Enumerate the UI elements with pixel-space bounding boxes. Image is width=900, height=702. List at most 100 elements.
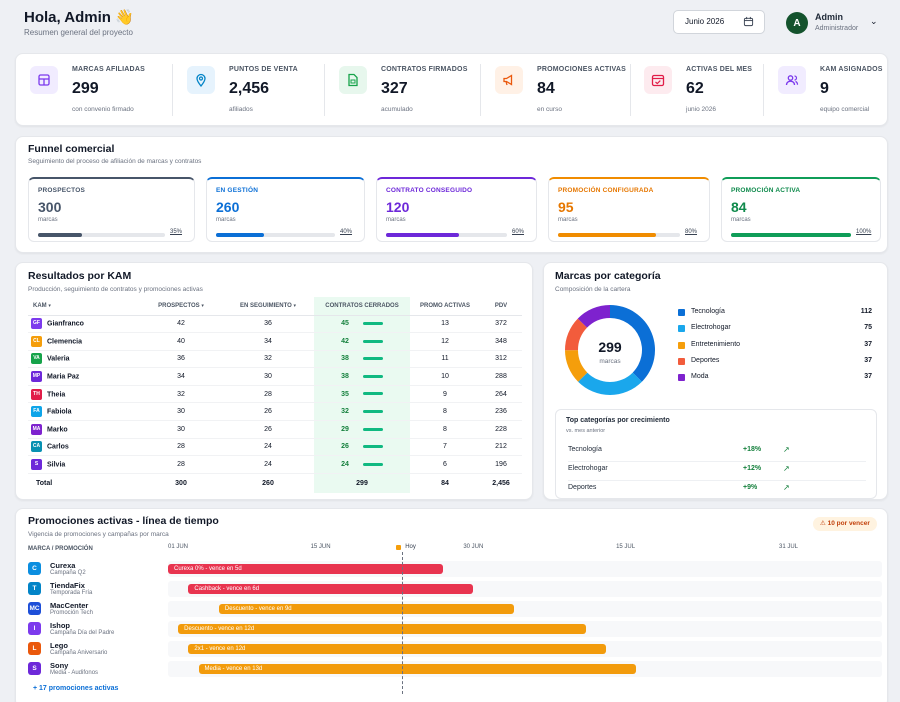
contratos-bar <box>362 445 383 449</box>
promo-cell: 13 <box>410 315 480 334</box>
kam-badge: MP <box>31 371 42 383</box>
pdv-cell: 228 <box>480 420 522 439</box>
promotion-bar[interactable]: Cashback - vence en 6d <box>188 584 474 594</box>
col-header-contratos[interactable]: CONTRATOS CERRADOS <box>314 297 410 316</box>
brand-name[interactable]: Sony <box>50 661 69 670</box>
brand-name[interactable]: Lego <box>50 641 68 650</box>
brand-name[interactable]: Ishop <box>50 621 70 630</box>
brand-name[interactable]: MacCenter <box>50 601 89 610</box>
col-header-seguimiento[interactable]: EN SEGUIMIENTO ▾ <box>222 297 314 316</box>
funnel-stage-promoción-activa[interactable]: PROMOCIÓN ACTIVA 84 marcas 100% <box>721 177 881 242</box>
brand-campaign: Campaña Aniversario <box>50 650 108 656</box>
prospectos-cell: 42 <box>140 315 222 334</box>
table-row[interactable]: VA Valeria 36 32 38 11 312 <box>28 350 522 369</box>
promo-cell: 6 <box>410 455 480 474</box>
funnel-subtitle: Seguimiento del proceso de afiliación de… <box>28 158 202 165</box>
stage-progress-fill <box>216 233 264 237</box>
legend-item[interactable]: Tecnología 112 <box>678 308 872 318</box>
promotion-bar[interactable]: Media - vence en 13d <box>198 664 637 674</box>
kpi-kam-asignados[interactable]: KAM ASIGNADOS 9 equipo comercial <box>778 64 900 116</box>
kpi-puntos-de-venta[interactable]: PUNTOS DE VENTA 2,456 afiliados <box>187 64 327 116</box>
legend-item[interactable]: Electrohogar 75 <box>678 324 872 334</box>
kam-name: Fabiola <box>47 408 72 416</box>
kpi-divider <box>763 64 764 116</box>
legend-item[interactable]: Deportes 37 <box>678 357 872 367</box>
kpi-promociones-activas[interactable]: PROMOCIONES ACTIVAS 84 en curso <box>495 64 635 116</box>
pdv-cell: 212 <box>480 438 522 457</box>
chevron-down-icon[interactable]: ⌄ <box>870 16 878 26</box>
stage-progress-track <box>386 233 507 237</box>
col-header-prospectos[interactable]: PROSPECTOS ▾ <box>140 297 222 316</box>
funnel-stage-en-gestión[interactable]: EN GESTIÓN 260 marcas 40% <box>206 177 365 242</box>
prospectos-cell: 30 <box>140 402 222 422</box>
stage-percent: 80% <box>685 229 698 235</box>
kpi-divider <box>480 64 481 116</box>
donut-slice-tecnología[interactable] <box>610 305 655 382</box>
stage-progress-fill <box>731 233 851 237</box>
table-row[interactable]: CA Carlos 28 24 26 7 212 <box>28 438 522 457</box>
legend-item[interactable]: Moda 37 <box>678 373 872 383</box>
brand-badge: L <box>28 642 41 655</box>
contratos-cell: 26 <box>314 438 410 457</box>
legend-item[interactable]: Entretenimiento 37 <box>678 341 872 351</box>
trend-up-icon: ↗ <box>783 445 790 454</box>
kam-name: Maria Paz <box>47 373 80 381</box>
stage-progress-track <box>38 233 165 237</box>
more-promotions-link[interactable]: + 17 promociones activas <box>33 685 119 692</box>
brand-campaign: Temporada Fría <box>50 590 93 596</box>
funnel-stage-promoción-configurada[interactable]: PROMOCIÓN CONFIGURADA 95 marcas 80% <box>548 177 710 242</box>
col-header-pdv[interactable]: PDV <box>480 297 522 316</box>
donut-slice-moda[interactable] <box>577 305 610 328</box>
avatar[interactable]: A <box>786 12 808 34</box>
col-header-kam[interactable]: KAM ▾ <box>28 297 140 316</box>
promotion-bar[interactable]: Descuento - vence en 12d <box>178 624 586 634</box>
table-row[interactable]: FA Fabiola 30 26 32 8 236 <box>28 402 522 422</box>
table-row[interactable]: GF Gianfranco 42 36 45 13 372 <box>28 315 522 334</box>
promo-cell: 8 <box>410 402 480 422</box>
contratos-value: 42 <box>341 337 349 345</box>
promotion-bar[interactable]: Descuento - vence en 9d <box>218 604 515 614</box>
brand-name[interactable]: Curexa <box>50 561 76 570</box>
legend-value: 112 <box>860 308 872 315</box>
promo-cell: 11 <box>410 350 480 369</box>
trend-up-icon: ↗ <box>783 483 790 492</box>
expiring-badge[interactable]: ⚠ 10 por vencer <box>813 517 877 531</box>
kam-badge: CA <box>31 441 42 453</box>
donut-slice-entretenimiento[interactable] <box>565 350 588 382</box>
kpi-contratos-firmados[interactable]: CONTRATOS FIRMADOS 327 acumulado <box>339 64 479 116</box>
funnel-stage-prospectos[interactable]: PROSPECTOS 300 marcas 35% <box>28 177 195 242</box>
growth-row: Electrohogar +12% ↗ <box>568 464 866 481</box>
promotion-bar[interactable]: 2x1 - vence en 12d <box>188 644 606 654</box>
table-row[interactable]: MA Marko 30 26 29 8 228 <box>28 420 522 439</box>
col-header-promo[interactable]: PROMO ACTIVAS <box>410 297 480 316</box>
kpi-marcas-afiliadas[interactable]: MARCAS AFILIADAS 299 con convenio firmado <box>30 64 170 116</box>
pdv-cell: 236 <box>480 402 522 422</box>
table-row[interactable]: CL Clemencia 40 34 42 12 348 <box>28 332 522 351</box>
kpi-divider <box>172 64 173 116</box>
legend-value: 37 <box>864 356 872 364</box>
legend-swatch <box>678 309 685 316</box>
period-selector[interactable]: Junio 2026 <box>673 10 765 34</box>
donut-slice-deportes[interactable] <box>565 318 588 351</box>
table-row[interactable]: TH Theia 32 28 35 9 264 <box>28 385 522 404</box>
legend-swatch <box>678 325 685 333</box>
donut-slice-electrohogar[interactable] <box>578 372 642 395</box>
prospectos-cell: 32 <box>140 385 222 404</box>
promotion-bar[interactable]: Curexa 0% - vence en 5d <box>168 564 443 574</box>
kam-name: Carlos <box>47 443 69 451</box>
table-row[interactable]: MP Maria Paz 34 30 38 10 288 <box>28 367 522 386</box>
stage-percent: 35% <box>170 229 183 235</box>
contratos-value: 38 <box>341 355 349 363</box>
kam-cell: VA Valeria <box>28 350 140 369</box>
seguimiento-cell: 30 <box>222 367 314 386</box>
user-role: Administrador <box>815 25 859 32</box>
kpi-activas-del-mes[interactable]: ACTIVAS DEL MES 62 junio 2026 <box>644 64 784 116</box>
funnel-stage-contrato-conseguido[interactable]: CONTRATO CONSEGUIDO 120 marcas 60% <box>376 177 537 242</box>
legend-value: 75 <box>864 324 872 332</box>
pdv-cell: 196 <box>480 455 522 474</box>
table-row[interactable]: S Silvia 28 24 24 6 196 <box>28 455 522 474</box>
stage-progress-fill <box>38 233 83 237</box>
brand-name[interactable]: TiendaFix <box>50 581 85 590</box>
kam-cell: CA Carlos <box>28 438 140 457</box>
kpi-value: 327 <box>381 80 408 97</box>
